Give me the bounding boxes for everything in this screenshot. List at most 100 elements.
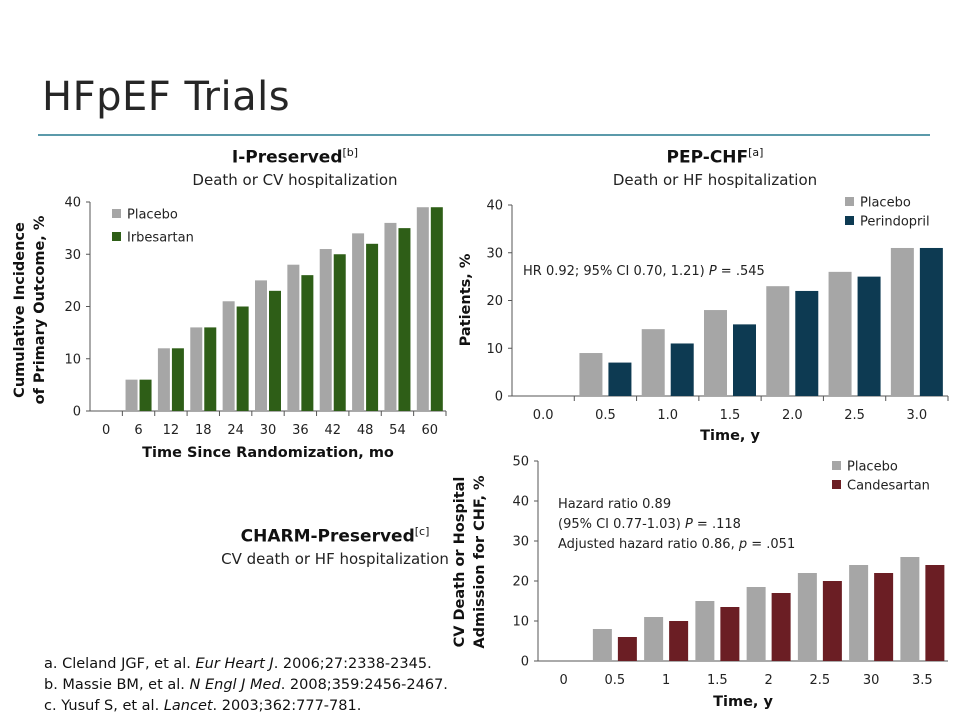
charm-preserved-x-tick-label: 0.5 bbox=[605, 673, 626, 688]
charm-preserved-x-tick-label: 2.5 bbox=[810, 673, 831, 688]
charm-preserved-bar-placebo-2 bbox=[746, 587, 766, 661]
charm-preserved-x-tick-label: 1.5 bbox=[707, 673, 728, 688]
pep-chf-bar-placebo-1.5 bbox=[704, 310, 727, 396]
charm-preserved-x-axis-label: Time, y bbox=[713, 694, 773, 710]
charm-preserved-bar-candesartan-1.5 bbox=[720, 607, 740, 661]
pep-chf-title: PEP-CHF bbox=[666, 147, 749, 168]
charm-preserved-annotation: (95% CI 0.77-1.03) P = .118 bbox=[558, 517, 741, 532]
pep-chf-y-axis-label: Patients, % bbox=[458, 253, 474, 346]
i-preserved-x-tick-label: 60 bbox=[422, 423, 439, 438]
charm-preserved-bar-placebo-30 bbox=[849, 565, 869, 661]
charm-preserved-legend-swatch bbox=[832, 461, 841, 470]
pep-chf-legend-label: Placebo bbox=[860, 196, 911, 211]
reference-a: a. Cleland JGF, et al. Eur Heart J. 2006… bbox=[44, 656, 432, 672]
reference-b: b. Massie BM, et al. N Engl J Med. 2008;… bbox=[44, 677, 448, 693]
charm-preserved-x-tick-label: 30 bbox=[863, 673, 880, 688]
pep-chf-y-tick-label: 0 bbox=[495, 390, 503, 405]
pep-chf-legend-swatch bbox=[845, 197, 854, 206]
i-preserved-bar-irbesartan-12 bbox=[171, 348, 184, 411]
pep-chf-bar-placebo-2.0 bbox=[766, 286, 790, 396]
i-preserved-bar-placebo-54 bbox=[384, 222, 397, 411]
i-preserved-bar-placebo-24 bbox=[222, 301, 235, 411]
reference-c: c. Yusuf S, et al. Lancet. 2003;362:777-… bbox=[44, 698, 362, 714]
i-preserved-x-tick-label: 30 bbox=[260, 423, 277, 438]
pep-chf-legend-swatch bbox=[845, 216, 854, 225]
pep-chf-x-tick-label: 2.5 bbox=[844, 408, 865, 423]
pep-chf-x-axis-label: Time, y bbox=[700, 428, 760, 444]
pep-chf-y-tick-label: 20 bbox=[486, 294, 503, 309]
i-preserved-x-tick-label: 42 bbox=[324, 423, 341, 438]
pep-chf-bar-placebo-3.0 bbox=[890, 247, 914, 396]
charm-preserved-bar-candesartan-0.5 bbox=[617, 637, 637, 661]
pep-chf-x-tick-label: 1.5 bbox=[720, 408, 741, 423]
charm-preserved-bar-placebo-2.5 bbox=[797, 573, 817, 661]
i-preserved-legend-swatch bbox=[112, 209, 121, 218]
i-preserved-bar-placebo-48 bbox=[352, 233, 365, 411]
title-divider bbox=[38, 134, 930, 136]
pep-chf-bar-perindopril-3.0 bbox=[919, 247, 943, 396]
charm-preserved-bar-placebo-1.5 bbox=[695, 601, 715, 661]
pep-chf-x-tick-label: 2.0 bbox=[782, 408, 803, 423]
pep-chf-x-tick-label: 3.0 bbox=[907, 408, 928, 423]
i-preserved-bar-irbesartan-24 bbox=[236, 306, 249, 411]
pep-chf-bar-placebo-1.0 bbox=[641, 329, 665, 396]
charm-preserved-subtitle: CV death or HF hospitalization bbox=[221, 549, 449, 568]
i-preserved-bar-placebo-12 bbox=[157, 348, 170, 411]
i-preserved-y-tick-label: 40 bbox=[64, 196, 81, 211]
i-preserved-bar-irbesartan-36 bbox=[301, 275, 314, 411]
charm-preserved-bar-candesartan-1 bbox=[669, 621, 689, 661]
i-preserved-x-axis-label: Time Since Randomization, mo bbox=[142, 445, 394, 461]
i-preserved-x-tick-label: 54 bbox=[389, 423, 406, 438]
charm-preserved-x-tick-label: 1 bbox=[662, 673, 670, 688]
i-preserved-bar-placebo-6 bbox=[125, 379, 138, 411]
charm-preserved-legend-label: Placebo bbox=[847, 460, 898, 475]
pep-chf-x-tick-label: 1.0 bbox=[657, 408, 678, 423]
i-preserved-x-tick-label: 24 bbox=[227, 423, 244, 438]
i-preserved-bar-irbesartan-42 bbox=[333, 254, 346, 411]
pep-chf-annotation: HR 0.92; 95% CI 0.70, 1.21) P = .545 bbox=[523, 264, 765, 279]
i-preserved-y-axis-label: of Primary Outcome, % bbox=[32, 215, 48, 404]
i-preserved-subtitle: Death or CV hospitalization bbox=[192, 170, 398, 189]
i-preserved-title: I-Preserved bbox=[231, 147, 343, 168]
i-preserved-bar-irbesartan-48 bbox=[366, 243, 379, 411]
charm-preserved-bar-candesartan-2.5 bbox=[822, 581, 842, 661]
i-preserved-y-tick-label: 30 bbox=[64, 248, 81, 263]
pep-chf-y-tick-label: 40 bbox=[486, 199, 503, 214]
pep-chf-subtitle: Death or HF hospitalization bbox=[612, 170, 818, 189]
i-preserved-bar-irbesartan-6 bbox=[139, 379, 152, 411]
charm-preserved-bar-candesartan-2 bbox=[771, 593, 791, 661]
i-preserved-y-tick-label: 10 bbox=[64, 352, 81, 367]
i-preserved-x-tick-label: 48 bbox=[357, 423, 374, 438]
pep-chf-bar-placebo-2.5 bbox=[828, 271, 852, 396]
references: a. Cleland JGF, et al. Eur Heart J. 2006… bbox=[44, 654, 448, 717]
charm-preserved-bar-placebo-3.5 bbox=[900, 557, 920, 661]
pep-chf-bar-perindopril-1.0 bbox=[670, 343, 694, 396]
pep-chf-title-ref: [a] bbox=[748, 146, 764, 159]
i-preserved-y-tick-label: 0 bbox=[73, 405, 81, 420]
pep-chf-y-tick-label: 10 bbox=[486, 342, 503, 357]
i-preserved-x-tick-label: 36 bbox=[292, 423, 309, 438]
charm-preserved-y-tick-label: 0 bbox=[521, 655, 529, 670]
charm-preserved-y-tick-label: 40 bbox=[512, 495, 529, 510]
charm-preserved-y-tick-label: 10 bbox=[512, 615, 529, 630]
charm-preserved-title-ref: [c] bbox=[414, 525, 430, 538]
i-preserved-bar-placebo-60 bbox=[416, 207, 429, 411]
charm-preserved-bar-candesartan-3.5 bbox=[925, 565, 945, 661]
pep-chf-heading: PEP-CHF[a] Death or HF hospitalization bbox=[560, 146, 870, 189]
charm-preserved-x-tick-label: 3.5 bbox=[912, 673, 933, 688]
i-preserved-bar-irbesartan-30 bbox=[269, 290, 281, 411]
charm-preserved-bar-candesartan-30 bbox=[874, 573, 894, 661]
charm-preserved-legend-label: Candesartan bbox=[847, 479, 930, 494]
i-preserved-x-tick-label: 18 bbox=[195, 423, 212, 438]
i-preserved-bar-placebo-42 bbox=[319, 249, 332, 411]
i-preserved-y-axis-label: Cumulative Incidence bbox=[12, 222, 28, 398]
charm-preserved-y-tick-label: 20 bbox=[512, 575, 529, 590]
i-preserved-bar-irbesartan-18 bbox=[204, 327, 217, 411]
charm-preserved-bar-placebo-0.5 bbox=[592, 629, 612, 661]
pep-chf-bar-perindopril-0.5 bbox=[608, 362, 632, 396]
i-preserved-bar-placebo-18 bbox=[190, 327, 203, 411]
charm-preserved-bar-placebo-1 bbox=[644, 617, 664, 661]
